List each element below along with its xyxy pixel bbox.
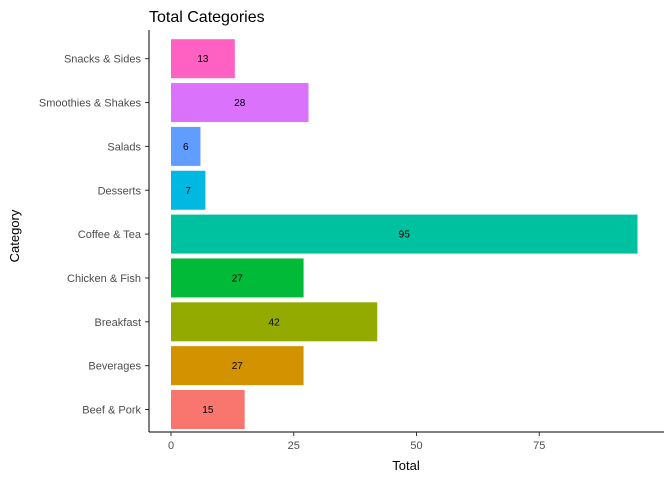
y-tick-label-coffee-tea: Coffee & Tea	[78, 229, 142, 241]
y-tick-label-chicken-fish: Chicken & Fish	[67, 273, 141, 285]
data-label-beef-pork: 15	[202, 405, 214, 416]
bars	[171, 39, 638, 429]
data-label-smoothies-shakes: 28	[234, 98, 246, 109]
x-axis: 0 25 50 75	[149, 431, 664, 452]
bar-salads	[171, 126, 201, 166]
bar-chicken-fish	[171, 258, 304, 298]
data-label-coffee-tea: 95	[399, 230, 411, 241]
data-label-snacks-sides: 13	[197, 54, 209, 65]
data-label-chicken-fish: 27	[232, 273, 244, 284]
y-tick-label-salads: Salads	[107, 141, 141, 153]
bar-snacks-sides	[171, 39, 235, 79]
x-tick-label-25: 25	[288, 440, 300, 452]
bar-coffee-tea	[171, 214, 638, 254]
bar-beverages	[171, 346, 304, 386]
bar-beef-pork	[171, 390, 245, 429]
y-tick-label-desserts: Desserts	[98, 185, 142, 197]
data-labels: 15 27 42 27 95 7 6 28 13	[183, 54, 410, 416]
y-axis-title: Category	[7, 209, 22, 262]
bar-desserts	[171, 170, 206, 210]
y-axis: Beef & Pork Beverages Breakfast Chicken & F…	[39, 30, 150, 432]
data-label-breakfast: 42	[269, 317, 281, 328]
bar-breakfast	[171, 302, 378, 342]
y-tick-label-snacks-sides: Snacks & Sides	[64, 54, 142, 66]
chart-title: Total Categories	[149, 9, 265, 26]
y-tick-label-smoothies-shakes: Smoothies & Shakes	[39, 98, 142, 110]
x-axis-title: Total	[392, 458, 420, 473]
y-tick-label-breakfast: Breakfast	[95, 317, 141, 329]
x-tick-label-0: 0	[168, 440, 174, 452]
y-tick-label-beverages: Beverages	[88, 361, 141, 373]
bar-smoothies-shakes	[171, 83, 309, 123]
data-label-beverages: 27	[232, 361, 244, 372]
x-tick-label-50: 50	[410, 440, 422, 452]
data-label-salads: 6	[183, 142, 189, 153]
x-tick-label-75: 75	[533, 440, 545, 452]
y-tick-label-beef-pork: Beef & Pork	[82, 405, 141, 417]
data-label-desserts: 7	[185, 186, 191, 197]
